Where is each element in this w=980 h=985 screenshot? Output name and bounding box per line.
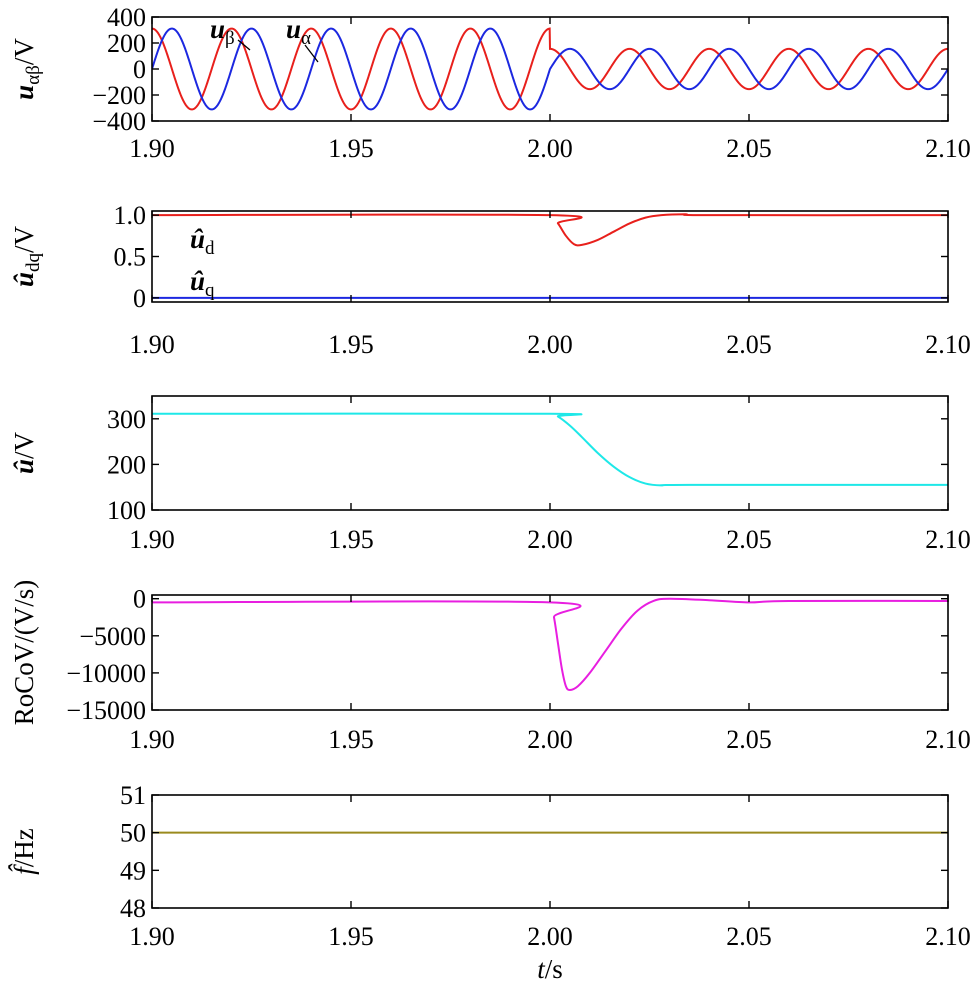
x-tick-label: 2.00 [527,330,573,359]
x-tick-label: 1.90 [129,330,175,359]
y-tick-label: 51 [120,781,146,810]
y-tick-label: 1.0 [114,201,147,230]
x-tick-label: 1.90 [129,525,175,554]
x-tick-label: 1.90 [129,922,175,951]
x-tick-label: 2.10 [925,525,971,554]
x-tick-label: 1.95 [328,725,374,754]
x-tick-label: 2.05 [726,330,772,359]
x-tick-label: 2.05 [726,725,772,754]
y-tick-label: −400 [92,107,146,136]
x-tick-label: 1.95 [328,922,374,951]
plot-frame [151,210,949,303]
y-tick-label: 200 [107,29,146,58]
x-tick-label: 1.95 [328,330,374,359]
x-tick-label: 2.10 [925,922,971,951]
y-tick-label: 0 [133,55,146,84]
panel-udq_hat: 1.0 0.5 0 1.90 1.95 2.00 2.05 2.10 ûdq/V ûd ûq [9,201,971,359]
y-axis-label: ûdq/V [9,225,44,287]
x-tick-label: 1.95 [328,134,374,163]
x-tick-label: 2.00 [527,725,573,754]
series-line-rocov [152,597,948,691]
y-tick-label: 100 [107,496,146,525]
y-axis-label: RoCoV/(V/s) [9,580,39,726]
series-annotation: ûd [190,224,215,259]
series-annotation: uα [286,14,311,49]
y-tick-label: −200 [92,81,146,110]
y-tick-label: −15000 [66,696,146,725]
x-tick-label: 2.00 [527,525,573,554]
x-tick-label: 2.05 [726,525,772,554]
x-tick-label: 1.90 [129,725,175,754]
y-tick-label: 400 [107,3,146,32]
series-line-udq_hat [152,213,948,247]
plot-frame [151,794,949,909]
x-tick-label: 2.10 [925,134,971,163]
y-axis-label: f̂/Hz [8,828,39,875]
x-tick-label: 2.05 [726,922,772,951]
x-tick-label: 1.95 [328,525,374,554]
y-tick-label: −5000 [79,622,146,651]
annotation-leader [237,39,251,51]
x-tick-label: 1.90 [129,134,175,163]
y-tick-label: 0 [133,585,146,614]
series-annotation: uβ [210,14,235,49]
y-tick-label: −10000 [66,659,146,688]
x-axis-label: t/s [537,954,563,984]
y-tick-label: 50 [120,819,146,848]
series-annotation: ûq [190,266,215,301]
plot-frame [151,594,949,711]
y-tick-label: 0.5 [114,243,147,272]
y-axis-label: uαβ/V [9,38,44,100]
x-tick-label: 2.00 [527,134,573,163]
series-line-ualpha_beta [152,27,948,111]
x-tick-label: 2.00 [527,922,573,951]
y-tick-label: 300 [107,405,146,434]
series-line-u_hat [152,412,948,487]
panel-f_hat: 51 50 49 481.90 1.95 2.00 2.05 2.10 f̂/Hz t/s [8,781,970,984]
annotation-leader [304,44,319,63]
x-tick-label: 2.10 [925,725,971,754]
series-line-ualpha_beta [152,27,948,111]
y-tick-label: 0 [133,284,146,313]
x-tick-label: 2.05 [726,134,772,163]
y-tick-label: 49 [120,856,146,885]
y-tick-label: 200 [107,450,146,479]
y-tick-label: 48 [120,894,146,923]
x-tick-label: 2.10 [925,330,971,359]
y-axis-label: û/V [9,431,39,474]
